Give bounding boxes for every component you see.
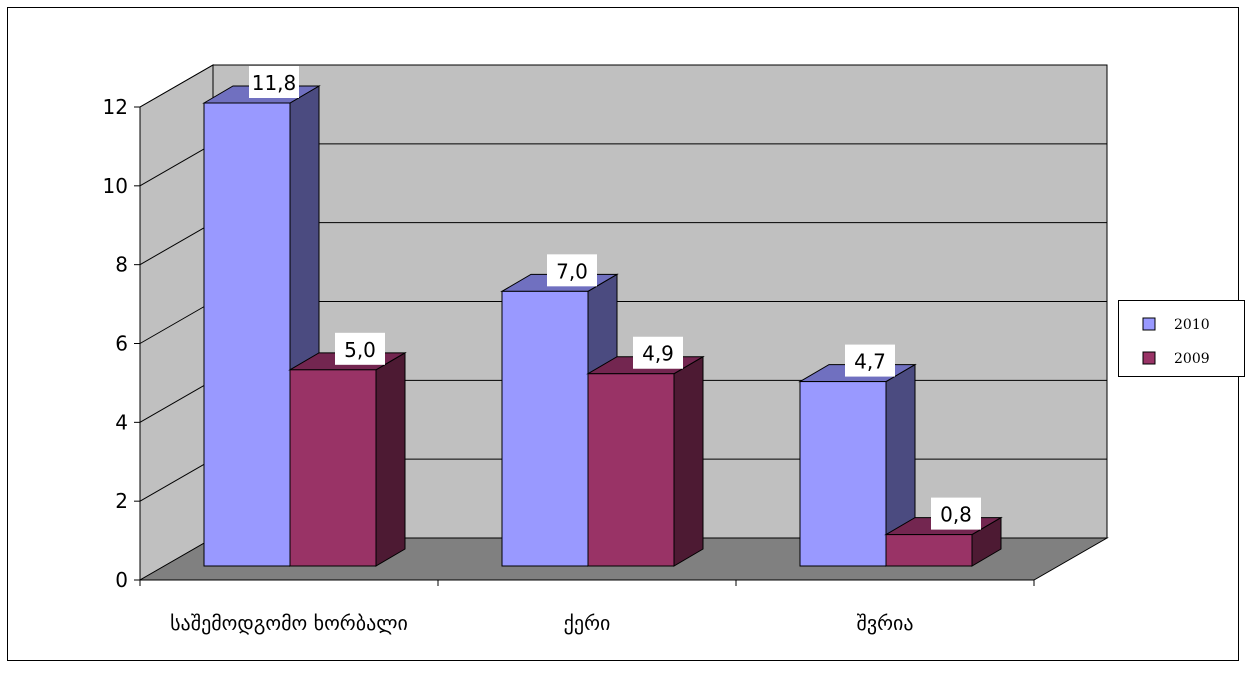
axes: 0 2 4 6 8 10 12 საშემოდგომო ხორბალი ქერი შვრია [103, 95, 1035, 635]
legend: 2010 2009 [1118, 300, 1245, 377]
gridline-side [139, 301, 214, 344]
data-label-bg [335, 332, 385, 365]
gridline-side [139, 458, 214, 502]
data-label-bg [633, 336, 683, 369]
data-label-bg [249, 66, 299, 98]
legend-swatch [1142, 351, 1156, 365]
data-label-bg [547, 254, 597, 287]
data-label: 11,8 [252, 71, 297, 95]
data-label: 7,0 [556, 259, 588, 283]
x-tick-label: შვრია [856, 611, 913, 635]
bar [587, 373, 675, 567]
gridline-side [139, 379, 214, 423]
bar [203, 102, 291, 567]
data-labels: 11,8 5,0 7,0 4,9 4,7 0,8 [249, 66, 981, 530]
data-label: 5,0 [344, 338, 376, 362]
legend-box [1118, 300, 1245, 377]
gridline-side [139, 222, 214, 266]
y-tick-label: 12 [103, 95, 128, 119]
data-label-bg [931, 497, 981, 530]
y-tick-label: 4 [115, 410, 128, 434]
bar [501, 290, 589, 567]
y-tick-label: 0 [115, 568, 128, 592]
gridline-side [139, 64, 214, 108]
bar-side [375, 351, 406, 567]
bar [885, 534, 973, 567]
x-tick-label: ქერი [564, 611, 611, 635]
bar-side [673, 355, 704, 567]
data-label: 4,7 [854, 350, 886, 374]
data-label: 0,8 [940, 503, 972, 527]
x-tick-label: საშემოდგომო ხორბალი [170, 611, 408, 635]
y-tick-label: 6 [115, 332, 128, 356]
y-tick-label: 8 [115, 253, 128, 277]
bar [289, 369, 377, 567]
legend-label: 2010 [1174, 317, 1210, 333]
data-label-bg [845, 344, 895, 377]
y-tick-label: 2 [115, 489, 128, 513]
legend-label: 2009 [1174, 351, 1210, 367]
data-label: 4,9 [642, 342, 674, 366]
legend-swatch [1142, 317, 1156, 331]
gridline-side [139, 143, 214, 187]
bar [799, 381, 887, 567]
y-tick-label: 10 [103, 174, 128, 198]
